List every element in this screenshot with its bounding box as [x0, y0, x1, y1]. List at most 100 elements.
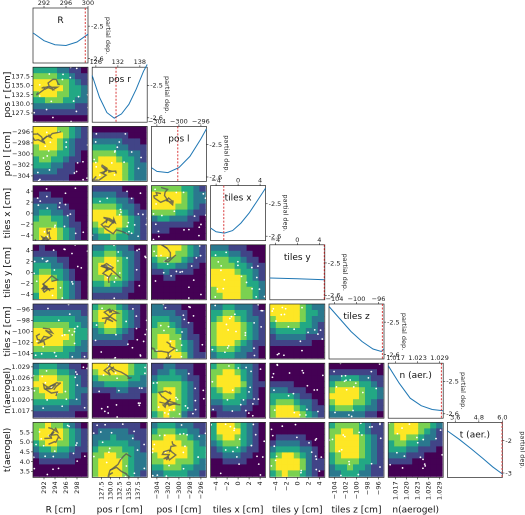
contour-panel-t_aerogel-vs-n_aerogel: [388, 422, 444, 477]
sample-point: [82, 366, 85, 369]
sample-point: [231, 389, 234, 392]
sample-point: [259, 474, 262, 476]
contour-panel-n_aerogel-vs-tiles_y: [269, 363, 325, 418]
sample-point: [260, 326, 263, 328]
optimizer-trace: [107, 309, 121, 319]
sample-point: [240, 275, 243, 278]
sample-point: [133, 472, 136, 475]
diag-top-tick-label: −300: [170, 117, 188, 125]
sample-point: [197, 456, 200, 458]
pd-tick-label: -2.6: [269, 233, 282, 241]
sample-point: [73, 172, 76, 174]
contour-panel-tiles_x-vs-R: [33, 185, 88, 241]
sample-point: [64, 390, 67, 393]
sample-point: [439, 429, 442, 432]
sample-point: [173, 210, 176, 213]
left-tick-label: −304: [12, 172, 30, 180]
sample-point: [152, 238, 155, 241]
left-tick-label: 132.5: [11, 91, 30, 99]
sample-point: [378, 363, 381, 365]
sample-point: [94, 339, 97, 342]
row-axis-label: n(aerogel): [3, 367, 13, 414]
left-tick-label: 4: [26, 247, 30, 255]
sample-point: [182, 451, 185, 454]
sample-point: [176, 398, 179, 401]
sample-point: [244, 334, 247, 337]
bottom-tick-label: 1.017: [392, 481, 400, 500]
panel-frame: [269, 362, 326, 419]
sample-point: [113, 151, 116, 153]
optimizer-trace: [161, 400, 181, 409]
partial-dependence-line: [447, 430, 503, 475]
sample-point: [76, 265, 79, 268]
bottom-tick-label: −102: [342, 481, 350, 499]
sample-point: [38, 95, 41, 97]
diag-title: t (aer.): [460, 430, 490, 440]
pd-tick-label: -2: [505, 437, 511, 445]
optimizer-trace: [42, 327, 55, 339]
sample-point: [182, 191, 185, 194]
sample-point: [253, 321, 256, 324]
diag-frame: [387, 362, 444, 419]
sample-point: [53, 226, 56, 228]
sample-point: [121, 423, 124, 425]
optimizer-trace: [166, 341, 177, 354]
sample-point: [270, 428, 273, 431]
sample-point: [130, 232, 133, 235]
bottom-tick-label: 4: [256, 481, 264, 485]
sample-point: [331, 438, 334, 441]
contour-panel-tiles_z-vs-tiles_y: [269, 304, 325, 359]
sample-point: [154, 188, 156, 191]
sample-point: [252, 402, 254, 405]
optimizer-trace: [101, 316, 114, 325]
left-tick-label: 4.0: [20, 458, 30, 466]
sample-point: [154, 223, 157, 226]
sample-point: [142, 213, 144, 216]
sample-point: [40, 437, 43, 440]
sample-point: [82, 160, 84, 163]
column-axis-label: n(aerogel): [392, 505, 439, 515]
left-tick-label: 137.5: [11, 73, 30, 81]
sample-point: [183, 318, 186, 321]
sample-point: [251, 414, 254, 417]
diag-ylabel: partial dep.: [341, 254, 349, 291]
sample-point: [57, 319, 60, 322]
sample-point: [180, 344, 183, 347]
sample-point: [250, 370, 252, 373]
pd-tick-label: -2.6: [150, 114, 163, 122]
sample-point: [288, 372, 291, 374]
sample-point: [227, 329, 230, 331]
optimizer-trace: [151, 347, 169, 354]
sample-point: [201, 343, 204, 346]
sample-point: [52, 468, 54, 471]
partial-dependence-line: [387, 365, 444, 412]
sample-point: [63, 333, 66, 336]
partial-dependence-line: [328, 306, 385, 353]
diag-top-tick-label: −100: [348, 295, 366, 303]
sample-point: [53, 351, 56, 354]
diag-ylabel: partial dep.: [459, 372, 467, 409]
diag-top-tick-label: 296: [60, 0, 72, 7]
sample-point: [130, 151, 133, 153]
sample-point: [107, 412, 110, 414]
panel-frame: [151, 185, 207, 241]
sample-point: [74, 371, 77, 373]
sample-point: [242, 398, 245, 401]
sample-point: [35, 280, 38, 283]
sample-point: [348, 414, 350, 416]
sample-point: [244, 409, 247, 412]
sample-point: [49, 141, 52, 144]
sample-point: [260, 309, 263, 312]
sample-point: [133, 430, 136, 433]
sample-point: [192, 314, 195, 317]
sample-point: [238, 438, 241, 441]
sample-point: [59, 202, 61, 204]
left-tick-label: 2: [26, 198, 30, 206]
sample-point: [114, 277, 117, 279]
bottom-tick-label: 298: [73, 481, 81, 493]
sample-point: [101, 441, 104, 444]
sample-point: [283, 313, 286, 316]
sample-point: [167, 413, 170, 415]
